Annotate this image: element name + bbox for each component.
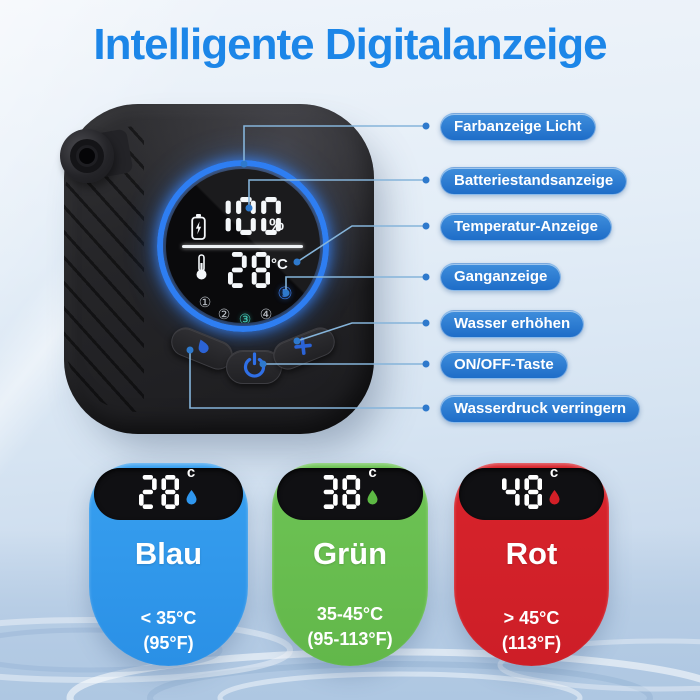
card-display: c <box>94 464 243 520</box>
gear-indicator-4: ④ <box>259 306 273 322</box>
callout-on-off-button: ON/OFF-Taste <box>440 351 568 379</box>
display-screen: % °C ① ② ③ ④ ⑤ <box>166 169 320 323</box>
percent-sign: % <box>269 215 285 234</box>
card-range-fahrenheit: (95°F) <box>143 633 194 653</box>
card-temp-unit: c <box>186 464 196 481</box>
gear-indicator-5: ⑤ <box>277 284 293 303</box>
temp-card-red: c Rot > 45°C (113°F) <box>454 463 609 666</box>
callout-label: Ganganzeige <box>454 268 548 285</box>
water-drop-icon <box>186 490 197 510</box>
callout-label: Batteriestandsanzeige <box>454 172 614 189</box>
card-name: Grün <box>312 536 388 571</box>
card-temp-unit: c <box>368 464 377 481</box>
power-icon <box>241 351 268 384</box>
card-range-celsius: > 45°C <box>503 608 560 628</box>
water-drop-icon <box>367 490 378 510</box>
card-range: < 35°C (95°F) <box>89 606 248 656</box>
battery-level-value <box>211 197 281 240</box>
card-temp-value <box>138 474 180 514</box>
card-range: 35-45°C (95-113°F) <box>272 602 428 652</box>
card-range-fahrenheit: (113°F) <box>501 633 562 653</box>
nozzle-hole <box>76 145 98 167</box>
callout-gear-display: Ganganzeige <box>440 263 562 291</box>
water-increase-icon <box>291 334 316 362</box>
card-temp-unit: c <box>549 464 559 481</box>
page-title: Intelligente Digitalanzeige <box>93 20 607 69</box>
water-ripples-decoration <box>0 617 700 700</box>
card-display: c <box>459 464 604 520</box>
card-temp-value <box>320 474 361 514</box>
temperature-unit: °C <box>271 256 288 273</box>
card-range-fahrenheit: (95-113°F) <box>307 629 393 649</box>
card-range: > 45°C (113°F) <box>454 606 609 656</box>
callout-label: Temperatur-Anzeige <box>454 218 598 235</box>
battery-icon <box>190 213 207 246</box>
gear-indicator-1: ① <box>198 294 212 310</box>
display-divider <box>182 245 303 248</box>
callout-label: Wasserdruck verringern <box>454 400 627 417</box>
temp-card-blue: c Blau < 35°C (95°F) <box>89 463 248 666</box>
callout-water-increase: Wasser erhöhen <box>440 310 585 338</box>
callout-label: Wasser erhöhen <box>454 315 571 332</box>
temp-card-green: c Grün 35-45°C (95-113°F) <box>272 463 428 666</box>
card-display: c <box>277 464 423 520</box>
thermometer-icon <box>194 253 209 286</box>
water-decrease-icon <box>189 334 214 362</box>
callout-label: Farbanzeige Licht <box>454 118 582 135</box>
callout-temperature-display: Temperatur-Anzeige <box>440 213 612 241</box>
temperature-value <box>228 252 271 293</box>
card-name: Rot <box>505 536 558 571</box>
callout-battery-level: Batteriestandsanzeige <box>440 167 628 195</box>
callout-water-decrease: Wasserdruck verringern <box>440 395 641 423</box>
card-range-celsius: < 35°C <box>140 608 197 628</box>
gear-indicator-3-active: ③ <box>238 311 252 323</box>
callout-color-light: Farbanzeige Licht <box>440 113 596 141</box>
card-temp-value <box>501 474 543 514</box>
card-name: Blau <box>134 536 203 571</box>
callout-label: ON/OFF-Taste <box>454 356 554 373</box>
card-range-celsius: 35-45°C <box>316 604 384 624</box>
water-drop-icon <box>549 490 560 510</box>
gear-indicator-2: ② <box>217 306 231 322</box>
